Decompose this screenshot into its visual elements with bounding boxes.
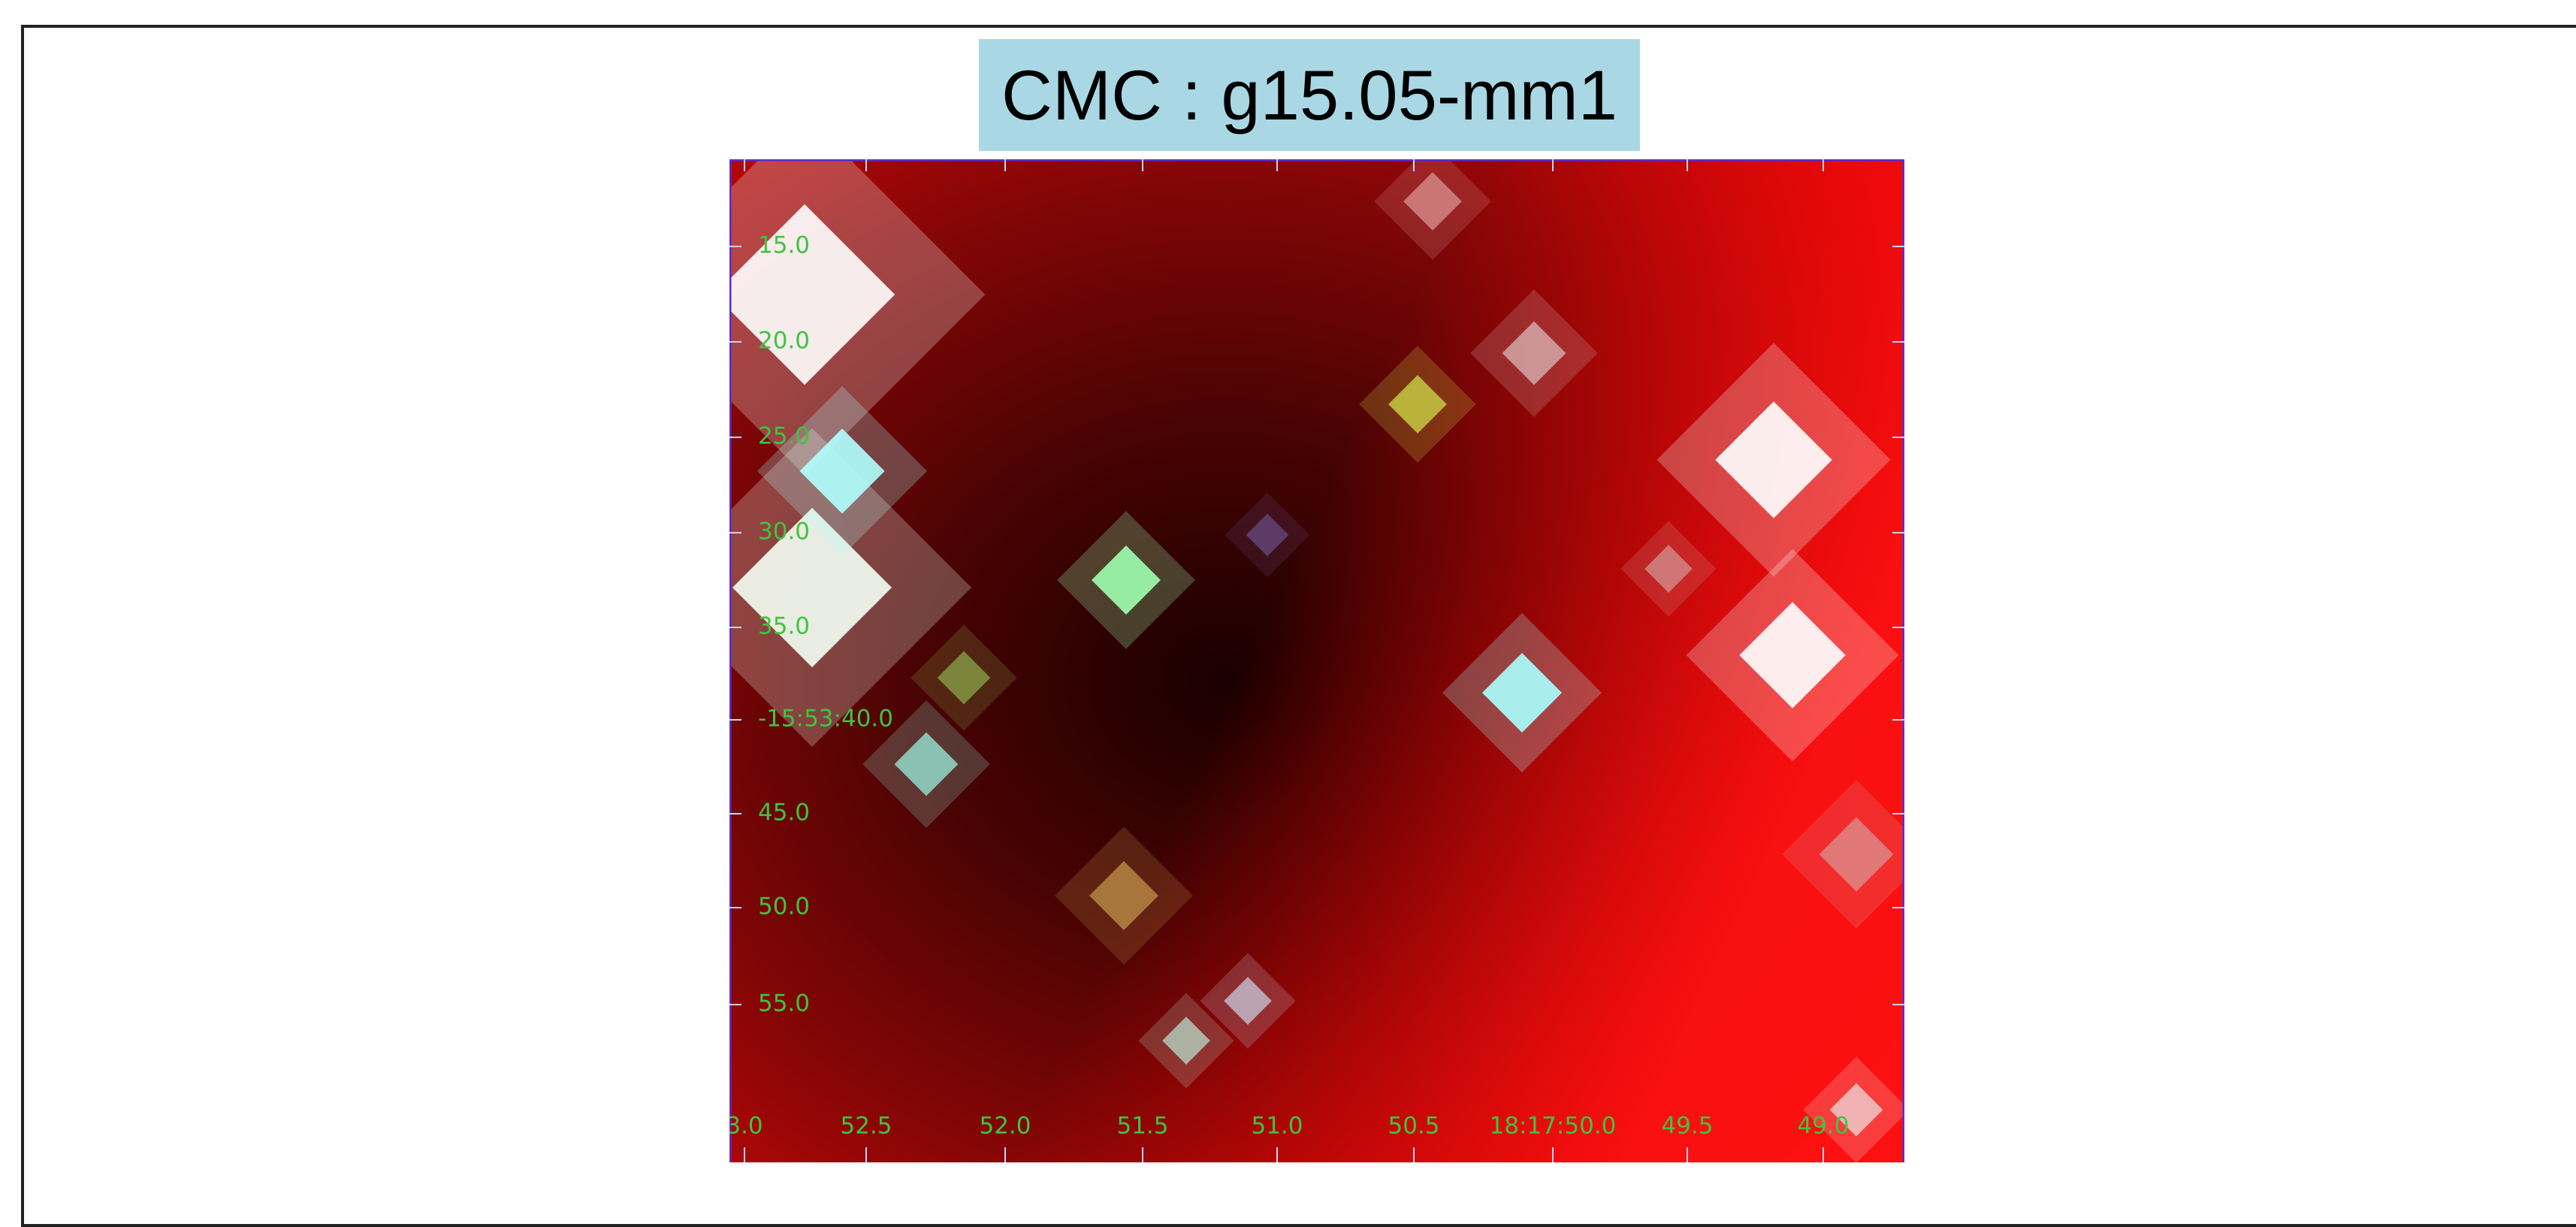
page: CMC : g15.05-mm1 15.0 20.0 25.0 30.0 35.0 -15…: [0, 0, 2576, 1162]
x-label: 52.0: [979, 1113, 1031, 1140]
y-label: 30.0: [758, 518, 810, 546]
y-label: -15:53:40.0: [758, 706, 893, 733]
sky-image: 15.0 20.0 25.0 30.0 35.0 -15:53:40.0 45.0 50.0 5…: [729, 159, 1904, 1162]
x-label: 3.0: [729, 1113, 763, 1140]
x-label: 51.0: [1251, 1113, 1303, 1140]
y-label: 50.0: [758, 893, 810, 920]
slide-title: CMC : g15.05-mm1: [979, 39, 1640, 151]
x-label: 49.5: [1661, 1113, 1713, 1140]
y-label: 15.0: [758, 232, 810, 259]
y-label: 45.0: [758, 799, 810, 827]
y-label: 20.0: [758, 328, 810, 355]
x-label: 50.5: [1388, 1113, 1439, 1140]
x-label: 49.0: [1797, 1113, 1849, 1140]
y-label: 55.0: [758, 990, 810, 1017]
x-label: 18:17:50.0: [1490, 1113, 1617, 1140]
x-label: 51.5: [1116, 1113, 1168, 1140]
y-label: 25.0: [758, 423, 810, 450]
x-label: 52.5: [840, 1113, 892, 1140]
y-label: 35.0: [758, 613, 810, 640]
